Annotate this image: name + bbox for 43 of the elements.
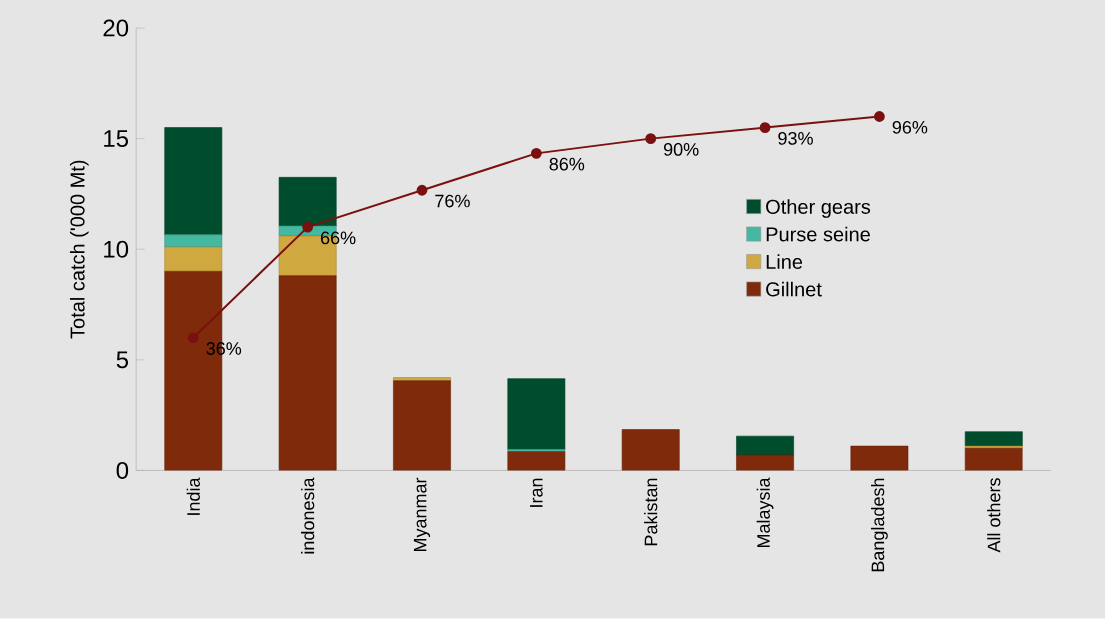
bar (164, 127, 223, 236)
data-label: 96% (892, 121, 928, 134)
point (530, 148, 542, 159)
y-tick-label: 10 (104, 240, 129, 258)
x-tick-label: Malaysia (756, 477, 774, 548)
bar (850, 446, 909, 471)
point (187, 332, 199, 344)
legend-label: Purse seine (766, 226, 870, 242)
bar (507, 451, 566, 471)
legend-label: Other gears (766, 199, 871, 219)
data-label: 76% (435, 194, 470, 208)
x-tick-label: India (186, 477, 200, 516)
x-tick-label: Pakistan (644, 478, 658, 546)
bar (507, 378, 566, 450)
bar (621, 429, 680, 471)
bar (278, 177, 337, 227)
y-axis-title: Total catch ('000 Mt) (69, 160, 89, 339)
y-tick-label: 5 (116, 351, 129, 369)
y-tick-label: 20 (103, 19, 129, 37)
data-label: 90% (663, 143, 699, 157)
legend-label: Line (766, 254, 803, 270)
x-tick-label: Myanmar (413, 478, 431, 552)
bar (278, 275, 337, 471)
bar (736, 436, 794, 456)
x-tick-label: Iran (530, 478, 543, 508)
point (416, 185, 428, 196)
point (874, 111, 885, 123)
bar (964, 431, 1023, 447)
bar (164, 246, 223, 272)
x-tick-label: All others (987, 478, 1001, 553)
legend-label: Gillnet (766, 281, 822, 297)
bar (393, 380, 451, 471)
x-tick-label: Bangladesh (871, 478, 888, 572)
point (302, 221, 314, 233)
point (645, 133, 657, 145)
y-tick-label: 15 (104, 130, 129, 148)
bar (964, 448, 1023, 471)
data-label: 93% (778, 132, 813, 145)
x-tick-label: indonesia (301, 477, 315, 554)
data-label: 86% (549, 157, 585, 171)
point (759, 122, 771, 134)
bar (164, 234, 223, 248)
y-tick-label: 0 (116, 462, 129, 480)
